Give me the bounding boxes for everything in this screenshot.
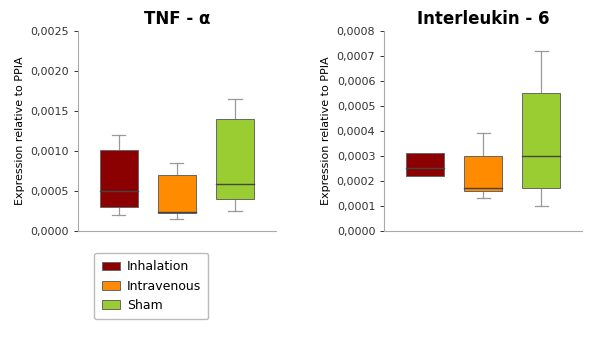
- Bar: [464, 156, 502, 191]
- Y-axis label: Expression relative to PPIA: Expression relative to PPIA: [321, 56, 331, 205]
- Bar: [406, 153, 444, 176]
- Y-axis label: Expression relative to PPIA: Expression relative to PPIA: [15, 56, 25, 205]
- Title: TNF - α: TNF - α: [143, 9, 210, 27]
- Bar: [216, 119, 254, 199]
- Bar: [158, 175, 196, 213]
- Bar: [523, 93, 560, 188]
- Legend: Inhalation, Intravenous, Sham: Inhalation, Intravenous, Sham: [94, 253, 208, 319]
- Title: Interleukin - 6: Interleukin - 6: [417, 9, 550, 27]
- Bar: [100, 150, 137, 206]
